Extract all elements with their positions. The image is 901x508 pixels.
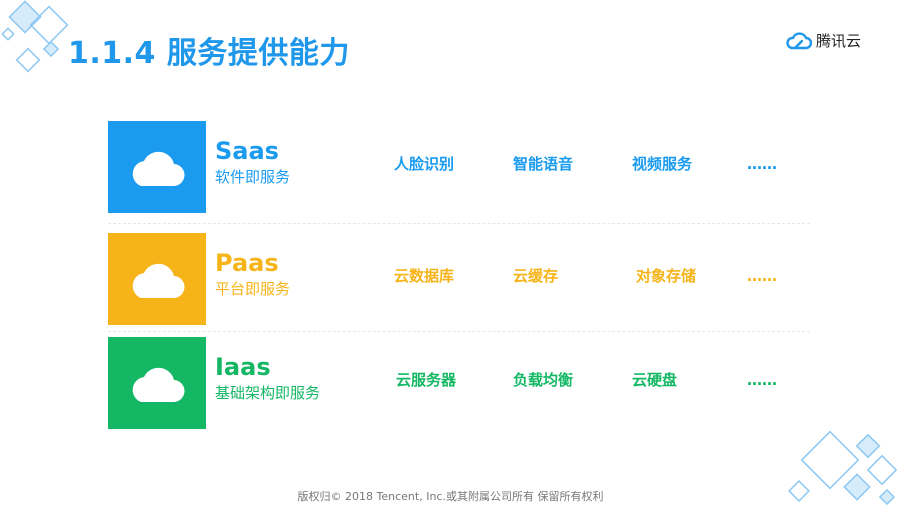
service-item-ellipsis: ……	[747, 371, 777, 389]
service-item: 人脸识别	[394, 155, 455, 173]
brand-name: 腾讯云	[815, 32, 861, 50]
cloud-icon	[132, 367, 185, 403]
service-name: Saas	[215, 137, 279, 165]
service-item-ellipsis: ……	[747, 267, 777, 285]
service-name: Iaas	[215, 353, 271, 381]
cloud-icon	[132, 151, 185, 187]
row-divider	[108, 331, 810, 332]
service-item: 视频服务	[632, 155, 693, 173]
service-item: 对象存储	[636, 267, 697, 285]
service-subtitle: 基础架构即服务	[215, 384, 321, 402]
brand-logo: 腾讯云	[786, 30, 861, 51]
service-item: 云服务器	[396, 371, 457, 389]
service-item: 负载均衡	[513, 371, 574, 389]
service-item-ellipsis: ……	[747, 155, 777, 173]
paas-tile	[108, 233, 206, 325]
service-row-paas: Paas 平台即服务 云数据库 云缓存 对象存储 ……	[108, 233, 810, 325]
service-item: 云缓存	[513, 267, 559, 285]
corner-diamonds-bottom-right	[788, 430, 898, 506]
copyright-footer: 版权归© 2018 Tencent, Inc.或其附属公司所有 保留所有权利	[297, 490, 604, 503]
cloud-icon	[132, 263, 185, 299]
corner-diamonds-top-left	[1, 0, 69, 73]
service-row-saas: Saas 软件即服务 人脸识别 智能语音 视频服务 ……	[108, 121, 810, 213]
service-name: Paas	[215, 249, 279, 277]
row-divider	[108, 223, 810, 224]
service-item: 智能语音	[513, 155, 574, 173]
service-item: 云硬盘	[632, 371, 678, 389]
service-subtitle: 软件即服务	[215, 168, 291, 186]
saas-tile	[108, 121, 206, 213]
service-subtitle: 平台即服务	[215, 280, 291, 298]
cloud-logo-icon	[786, 31, 812, 49]
iaas-tile	[108, 337, 206, 429]
service-item: 云数据库	[394, 267, 455, 285]
slide-title: 1.1.4 服务提供能力	[68, 36, 350, 71]
service-row-iaas: Iaas 基础架构即服务 云服务器 负载均衡 云硬盘 ……	[108, 337, 810, 429]
